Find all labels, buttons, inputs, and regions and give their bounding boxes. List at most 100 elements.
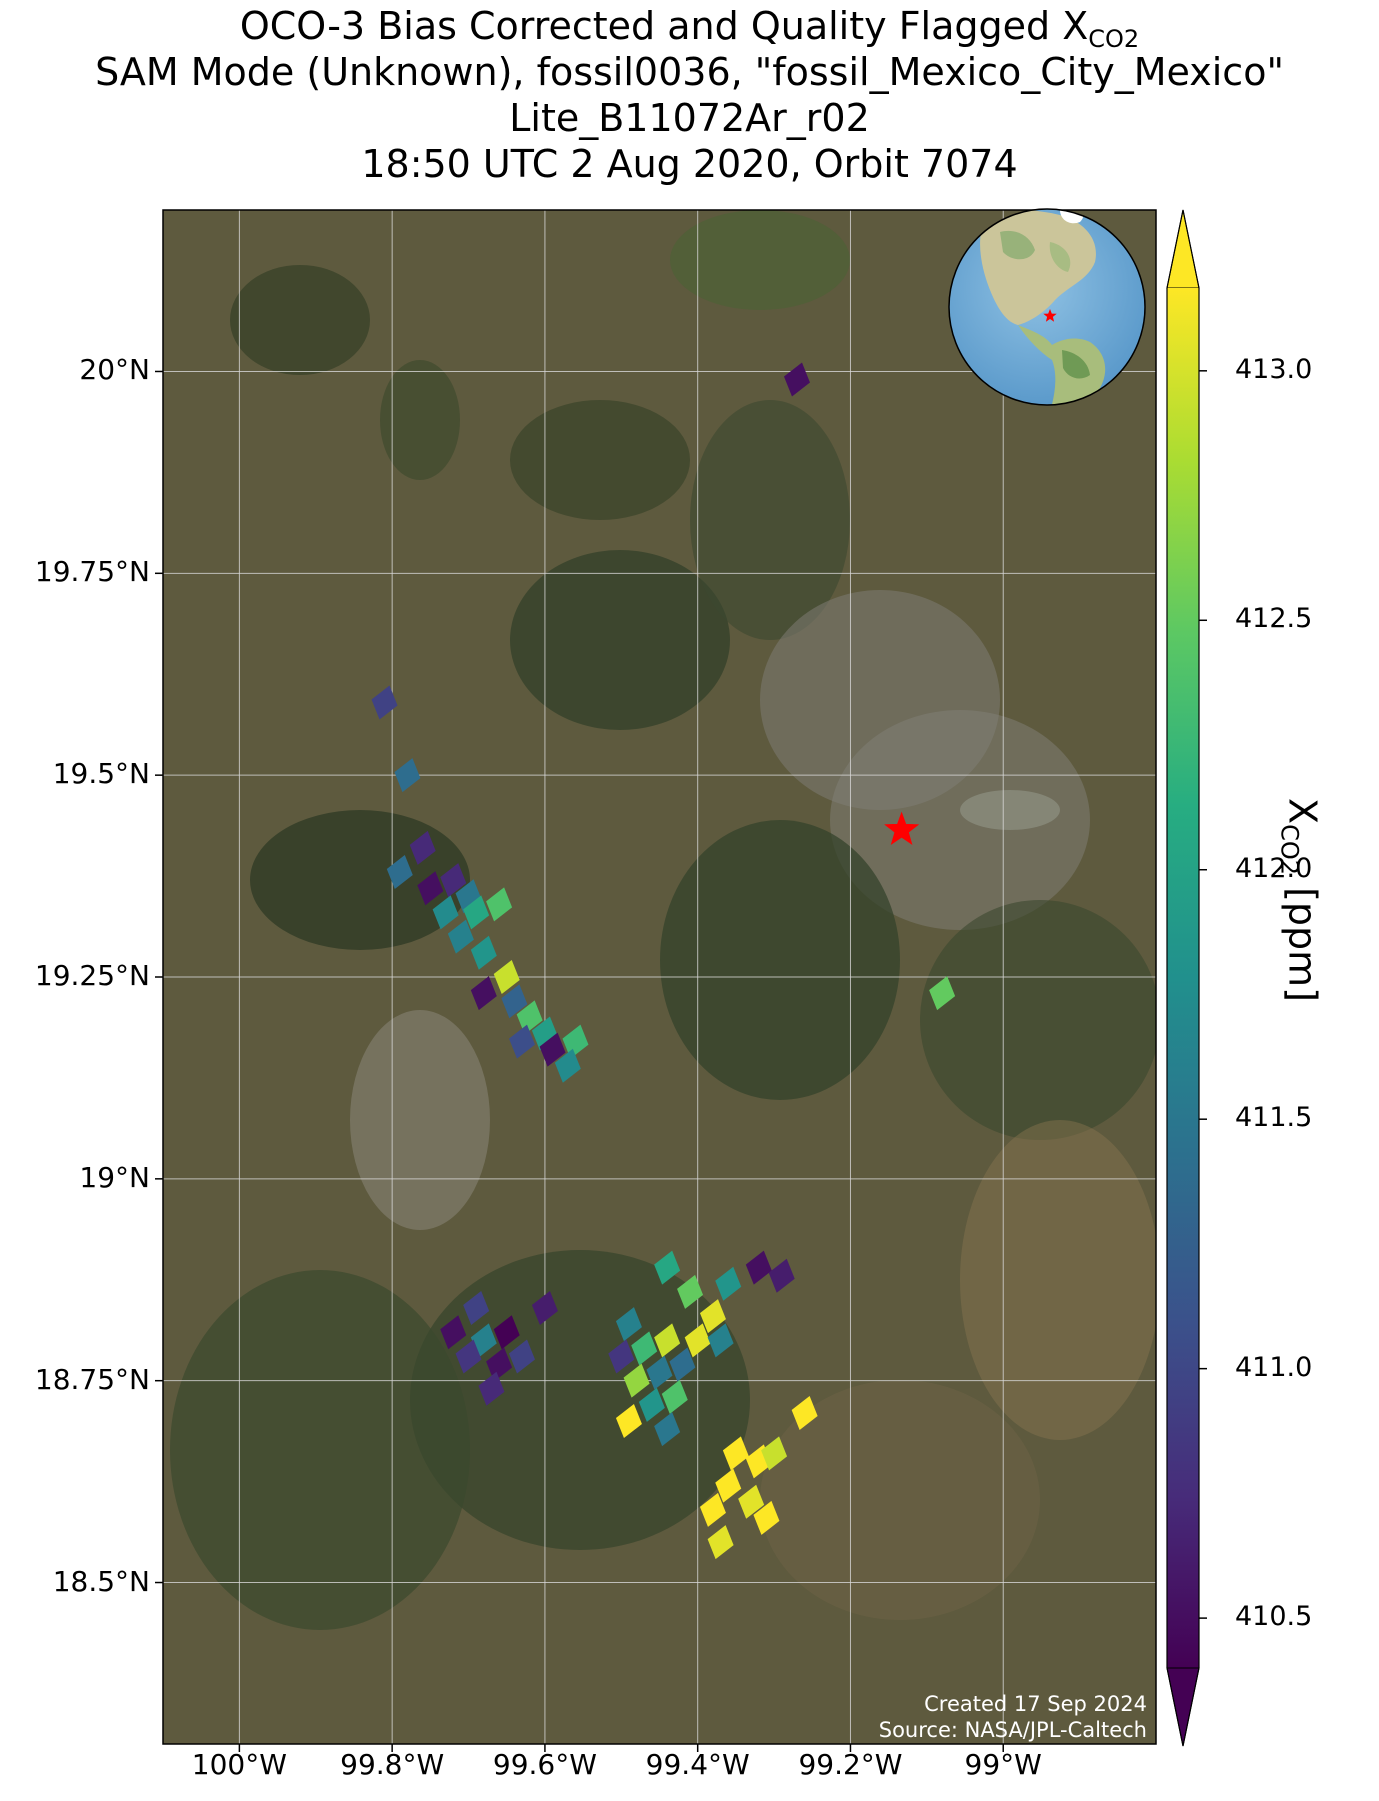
sounding-footprint (539, 1032, 566, 1067)
sounding-footprint (722, 1436, 749, 1471)
colorbar-tick-label: 410.5 (1235, 1601, 1313, 1633)
colorbar-tick-label: 413.0 (1235, 353, 1313, 385)
sounding-footprint (684, 1323, 711, 1358)
sounding-footprint (470, 935, 497, 970)
target-star-icon (884, 811, 920, 845)
sounding-footprint (455, 1339, 482, 1374)
title-subscript: CO2 (1088, 25, 1140, 53)
lon-tick-label: 99.4°W (645, 1748, 750, 1781)
globe-inset-icon (948, 208, 1146, 406)
sounding-footprint (386, 855, 413, 890)
lat-tick-label: 18.75°N (34, 1362, 150, 1396)
sounding-footprint (623, 1363, 650, 1398)
lon-tick-label: 99°W (964, 1748, 1042, 1781)
credit-created: Created 17 Sep 2024 (924, 1692, 1147, 1716)
sounding-footprint (493, 960, 520, 994)
sounding-footprint (432, 895, 459, 930)
title-line-2: SAM Mode (Unknown), fossil0036, "fossil_… (95, 50, 1284, 94)
sounding-footprint (761, 1436, 788, 1471)
sounding-footprint (447, 919, 474, 954)
lon-tick-label: 99.8°W (340, 1748, 445, 1781)
colorbar-title-suffix: [ppm] (1280, 874, 1325, 1002)
sounding-footprint (654, 1412, 681, 1447)
sounding-footprint (394, 758, 421, 793)
sounding-footprint (715, 1266, 742, 1301)
lat-tick-label: 18.5°N (52, 1564, 150, 1598)
sounding-footprint (753, 1500, 780, 1535)
title-line-1: OCO-3 Bias Corrected and Quality Flagged… (0, 4, 1379, 62)
sounding-footprint (463, 1291, 490, 1326)
sounding-footprint (707, 1525, 734, 1560)
sounding-footprint (409, 830, 436, 865)
lat-tick-label: 19°N (79, 1160, 150, 1194)
lat-tick-label: 19.75°N (34, 555, 150, 589)
sounding-footprint (509, 1339, 536, 1374)
sounding-footprint (516, 1000, 543, 1035)
sounding-footprint (745, 1250, 772, 1285)
globe-target-star-icon (1043, 309, 1057, 322)
lon-tick-label: 99.2°W (798, 1748, 903, 1781)
sounding-footprint (562, 1024, 589, 1059)
sounding-footprint (661, 1379, 688, 1414)
title-line-4: 18:50 UTC 2 Aug 2020, Orbit 7074 (361, 142, 1018, 186)
sounding-footprint (493, 1315, 520, 1350)
lon-tick-label: 99.6°W (492, 1748, 597, 1781)
lat-tick-label: 19.25°N (34, 959, 150, 992)
colorbar-tick-label: 411.5 (1235, 1102, 1313, 1134)
title-line-3: Lite_B11072Ar_r02 (509, 96, 870, 140)
axis-ticks (155, 370, 1004, 1752)
sounding-footprint (486, 1347, 513, 1382)
colorbar-title-subscript: CO2 (1275, 824, 1304, 875)
colorbar-tick-label: 412.5 (1235, 603, 1313, 635)
sounding-footprint (615, 1404, 642, 1439)
sounding-footprint (699, 1299, 726, 1334)
sounding-footprint (608, 1339, 635, 1374)
sounding-footprint (463, 895, 490, 930)
sounding-footprint (707, 1323, 734, 1358)
sounding-footprint (470, 1323, 497, 1358)
colorbar-extend-max (1166, 209, 1200, 289)
sounding-footprint (486, 887, 513, 922)
sounding-footprint (791, 1395, 818, 1430)
sounding-footprint (669, 1347, 696, 1382)
lat-tick-label: 20°N (79, 353, 150, 387)
sounding-footprint (440, 863, 467, 898)
sounding-footprint (699, 1492, 726, 1527)
sounding-footprint (654, 1250, 681, 1285)
sounding-footprint (768, 1258, 795, 1293)
sounding-footprint (715, 1468, 742, 1503)
sounding-footprint (531, 1016, 558, 1051)
sounding-footprint (440, 1315, 467, 1350)
sounding-footprint (631, 1331, 658, 1366)
sounding-footprint (417, 871, 444, 906)
sounding-footprint (738, 1484, 765, 1519)
sounding-footprint (470, 976, 497, 1011)
colorbar-title: XCO2 [ppm] (1276, 798, 1325, 1002)
sounding-footprint (929, 976, 956, 1011)
colorbar-tick-label: 412.0 (1235, 852, 1313, 884)
lon-tick-label: 100°W (191, 1748, 287, 1781)
sounding-footprint (509, 1024, 536, 1059)
colorbar (1166, 209, 1207, 1747)
sounding-footprint (646, 1355, 673, 1390)
lat-tick-label: 19.5°N (52, 757, 150, 791)
sounding-footprint (783, 362, 810, 397)
sounding-layer (371, 362, 956, 1560)
sounding-footprint (478, 1371, 505, 1406)
sounding-footprint (371, 685, 398, 720)
sounding-footprint (677, 1274, 704, 1309)
sounding-footprint (501, 984, 528, 1019)
map-panel (163, 210, 1156, 1744)
sounding-footprint (531, 1291, 558, 1326)
colorbar-tick-label: 411.0 (1235, 1351, 1313, 1383)
sounding-footprint (455, 879, 482, 914)
sounding-footprint (638, 1387, 665, 1422)
sounding-footprint (554, 1048, 581, 1083)
sounding-footprint (654, 1323, 681, 1358)
sounding-footprint (615, 1307, 642, 1342)
colorbar-gradient (1167, 288, 1199, 1668)
colorbar-extend-min (1166, 1667, 1200, 1747)
title-prefix: OCO-3 Bias Corrected and Quality Flagged… (239, 4, 1089, 48)
colorbar-title-prefix: X (1280, 798, 1325, 825)
